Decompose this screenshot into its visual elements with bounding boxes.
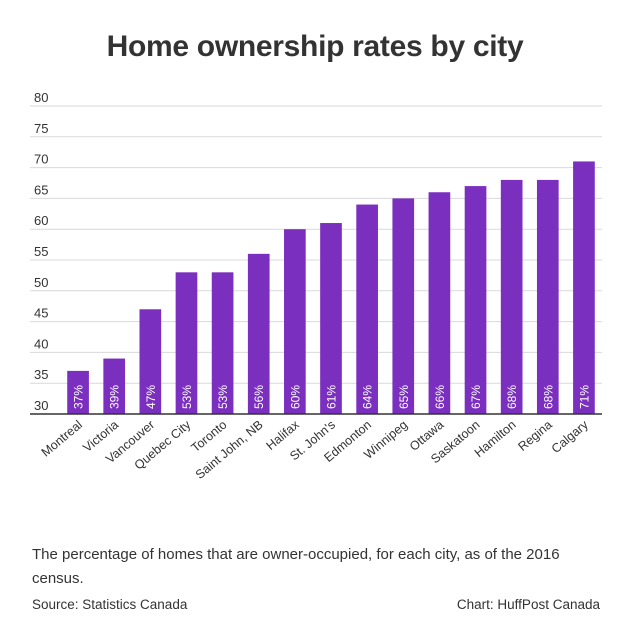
y-tick-label: 50 [34,275,48,290]
chart-caption: The percentage of homes that are owner-o… [32,546,560,587]
bar [67,370,89,414]
bar [464,186,487,414]
bar [211,272,234,414]
bar-value-label: 53% [216,385,230,409]
y-axis-ticks: 30 35 40 45 50 55 60 65 70 75 80 [34,90,48,413]
bar [247,253,270,414]
bar-value-label: 67% [469,385,483,409]
bars [67,161,595,414]
bar-value-label: 65% [397,385,411,409]
bar-value-label: 71% [577,385,591,409]
y-tick-label: 30 [34,398,48,413]
y-tick-label: 65 [34,182,48,197]
chart-credit: Chart: HuffPost Canada [456,597,600,612]
bar-value-labels: 37% 39% 47% 53% 53% 56% 60% 61% 64% 65% 66% 67% 68% 6… [72,385,592,409]
bar [392,198,415,414]
bar-value-label: 66% [433,385,447,409]
bar-value-label: 60% [288,385,302,409]
bar-value-label: 39% [108,385,122,409]
bar [573,161,595,414]
x-tick-label: Hamilton [472,418,519,460]
x-tick-label: Montreal [39,418,85,460]
y-tick-label: 80 [34,90,48,105]
bar-value-label: 68% [541,385,555,409]
x-tick-label: Calgary [549,417,592,456]
bar-value-label: 61% [325,385,339,409]
y-tick-label: 40 [34,336,48,351]
y-tick-label: 75 [34,121,48,136]
bar [103,358,126,414]
y-tick-label: 70 [34,152,48,167]
bar-value-label: 37% [72,385,86,409]
bar-value-label: 53% [180,385,194,409]
bar [500,179,523,414]
bar-value-label: 64% [361,385,375,409]
bar-chart: 30 35 40 45 50 55 60 65 70 75 80 37% 39% 47% 53% 53% 56… [30,90,602,482]
bar [139,309,162,414]
bar [284,229,306,414]
bar-value-label: 56% [252,385,266,409]
bar [536,179,559,414]
bar [320,223,342,414]
bar-value-label: 68% [505,385,519,409]
bar [175,272,198,414]
bar [428,192,451,414]
bar-value-label: 47% [144,385,158,409]
y-tick-label: 55 [34,244,48,259]
y-tick-label: 35 [34,367,48,382]
y-tick-label: 45 [34,306,48,321]
y-tick-label: 60 [34,213,48,228]
bar [356,204,378,414]
source-note: Source: Statistics Canada [32,597,188,612]
chart-title: Home ownership rates by city [106,30,524,63]
x-tick-label: Regina [515,418,554,454]
